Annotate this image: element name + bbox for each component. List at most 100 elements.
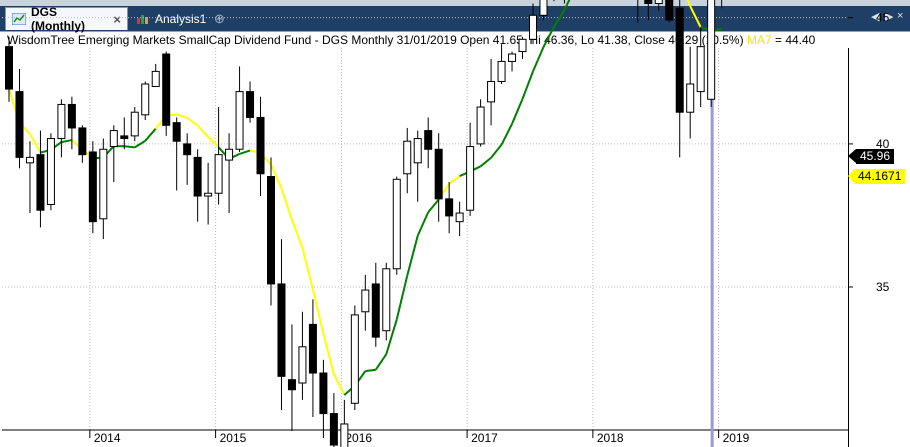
last-price-tag: 45.96 <box>847 149 895 164</box>
candle-body <box>707 0 716 100</box>
ma-segment <box>134 139 146 149</box>
ma-segment <box>500 123 513 146</box>
candle-body <box>497 60 506 82</box>
candle-body <box>403 140 412 175</box>
ma-segment <box>521 71 534 100</box>
ma-segment <box>385 319 398 355</box>
scroll-left-icon[interactable]: ◀ <box>871 11 880 23</box>
tab-dgs-monthly[interactable]: DGS (Monthly) × <box>5 5 128 33</box>
candle-body <box>350 314 359 404</box>
candle-body <box>434 148 443 200</box>
ma-segment <box>406 235 419 276</box>
ma-segment <box>186 117 199 127</box>
candle-body <box>382 268 391 332</box>
candle-body <box>445 198 454 217</box>
candle-body <box>476 106 485 145</box>
candle-body <box>204 192 213 197</box>
ma-segment <box>124 145 135 149</box>
ma-segment <box>511 98 524 125</box>
ma-segment <box>29 133 42 154</box>
candle-body <box>340 423 349 447</box>
candle-body <box>15 91 24 158</box>
ma-segment <box>374 353 388 371</box>
ma-segment <box>395 275 409 320</box>
candle-body <box>225 148 234 161</box>
candle-body <box>256 116 265 175</box>
candle-body <box>487 80 496 103</box>
x-tick-label: 2015 <box>220 431 247 445</box>
candle-body <box>36 154 45 211</box>
candle-body <box>141 83 150 116</box>
candle-body <box>371 283 380 338</box>
new-tab-icon[interactable]: ⊕ <box>214 11 225 26</box>
scroll-right-icon[interactable]: ▶ <box>885 11 894 23</box>
tab-label: DGS (Monthly) <box>31 5 85 33</box>
candle-body <box>298 346 307 384</box>
ma-segment <box>270 164 283 189</box>
candle-body <box>214 154 223 194</box>
analysis-icon <box>136 13 150 25</box>
candle-body <box>539 0 548 16</box>
candle-body <box>5 46 13 90</box>
ma-segment <box>239 149 251 155</box>
ma-segment <box>176 113 188 119</box>
candle-body <box>654 0 663 4</box>
candle-body <box>518 38 527 53</box>
ma-segment <box>311 289 325 335</box>
ma-segment <box>479 156 492 168</box>
candle-body <box>99 148 108 220</box>
candle-body <box>172 122 181 142</box>
candle-body <box>686 83 695 113</box>
candle-body <box>67 103 76 129</box>
ma-segment <box>553 9 566 28</box>
candle-body <box>508 53 517 62</box>
y-axis-border <box>848 48 849 447</box>
candle-body <box>183 143 192 156</box>
ma-segment <box>365 368 376 373</box>
candle-body <box>25 156 34 164</box>
candle-body <box>392 178 401 270</box>
ma-segment <box>61 139 73 144</box>
candle-body <box>308 323 317 374</box>
candle-body <box>466 146 475 211</box>
candle-body <box>644 0 653 4</box>
x-tick-label: 2019 <box>723 431 750 445</box>
ma-segment <box>542 26 555 48</box>
ma-segment <box>563 0 571 11</box>
candle-body <box>109 130 118 148</box>
candle-body <box>277 283 286 377</box>
chart-legend: WisdomTree Emerging Markets SmallCap Div… <box>7 33 815 47</box>
legend-text: WisdomTree Emerging Markets SmallCap Div… <box>7 33 744 47</box>
candle-body <box>455 212 464 223</box>
tab-analysis1[interactable]: Analysis1 <box>130 7 212 30</box>
candle-body <box>46 138 55 206</box>
candle-body <box>329 413 338 446</box>
candle-body <box>319 372 328 415</box>
y-tick-label: 30 <box>876 445 890 447</box>
candle-body <box>235 91 244 150</box>
x-tick-label: 2017 <box>471 431 498 445</box>
close-icon[interactable]: × <box>897 10 904 22</box>
candle-body <box>675 7 684 113</box>
ma-price-tag: 44.1671 <box>847 169 906 184</box>
ma-value: = 44.40 <box>774 33 816 47</box>
candle-body <box>696 46 705 93</box>
ma-segment <box>322 333 335 375</box>
ma-segment <box>144 128 157 142</box>
x-tick-label: 2018 <box>597 431 624 445</box>
candle-body <box>57 103 66 140</box>
ma-segment <box>332 373 346 396</box>
candle-body <box>162 53 171 126</box>
candle-body <box>130 111 139 137</box>
ma-segment <box>207 136 220 149</box>
x-tick-label: 2014 <box>94 431 121 445</box>
ma-segment <box>196 125 209 138</box>
ma-segment <box>490 144 503 159</box>
candle-body <box>361 289 370 313</box>
ma-label: MA7 <box>746 33 772 47</box>
candle-body <box>287 379 296 391</box>
close-icon[interactable]: × <box>113 11 121 27</box>
y-tick-label: 35 <box>876 280 890 294</box>
y-tick-label: 40 <box>876 137 890 151</box>
